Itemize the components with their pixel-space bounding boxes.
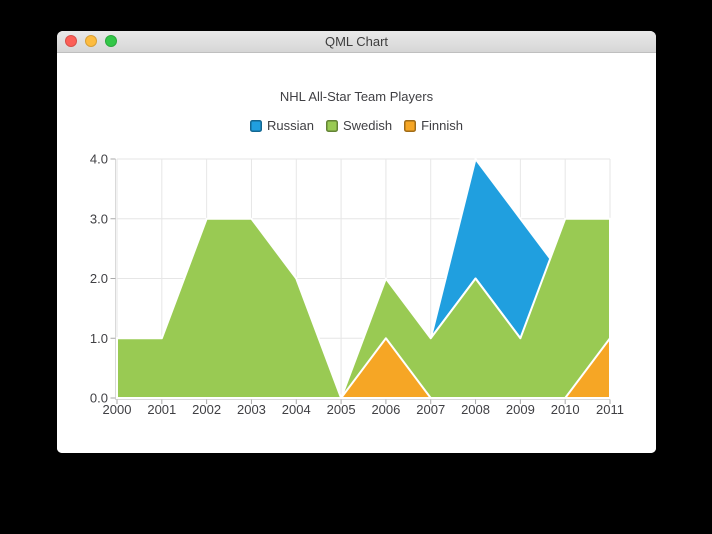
y-tick-label: 0.0 xyxy=(90,391,108,406)
chart-plot-area: 2000 2001 2002 2003 2004 2005 2006 2007 2008 2009… xyxy=(90,152,624,418)
zoom-button[interactable] xyxy=(105,35,117,47)
x-tick-label: 2002 xyxy=(192,402,221,417)
legend-label: Russian xyxy=(266,118,314,133)
legend-item-finnish: Finnish xyxy=(404,118,463,133)
x-tick-label: 2004 xyxy=(282,402,311,417)
x-tick-label: 2001 xyxy=(147,402,176,417)
x-tick-label: 2011 xyxy=(596,402,624,417)
x-tick-label: 2008 xyxy=(461,402,490,417)
x-tick-label: 2010 xyxy=(551,402,580,417)
x-tick-label: 2000 xyxy=(103,402,132,417)
y-tick-label: 1.0 xyxy=(90,331,108,346)
legend-item-russian: Russian xyxy=(249,118,314,133)
chart-legend: Russian Swedish Finnish xyxy=(57,118,656,133)
swedish-series-marker-icon xyxy=(325,119,338,132)
app-window: QML Chart 2000 2001 2002 2003 2004 2005 2006 20… xyxy=(57,31,656,453)
close-button[interactable] xyxy=(65,35,77,47)
russian-series-marker-icon xyxy=(249,119,262,132)
x-tick-label: 2007 xyxy=(416,402,445,417)
chart-view: 2000 2001 2002 2003 2004 2005 2006 2007 2008 2009… xyxy=(57,53,656,453)
chart-title: NHL All-Star Team Players xyxy=(279,89,434,104)
x-tick-label: 2005 xyxy=(327,402,356,417)
x-tick-label: 2003 xyxy=(237,402,266,417)
x-tick-label: 2006 xyxy=(371,402,400,417)
y-tick-label: 2.0 xyxy=(90,271,108,286)
area-series-finnish xyxy=(116,337,611,399)
legend-label: Swedish xyxy=(342,118,393,133)
y-tick-label: 4.0 xyxy=(90,152,108,167)
finnish-series-marker-icon xyxy=(404,119,417,132)
minimize-button[interactable] xyxy=(85,35,97,47)
window-title: QML Chart xyxy=(324,34,389,49)
x-tick-label: 2009 xyxy=(506,402,535,417)
window-controls xyxy=(65,35,117,47)
legend-item-swedish: Swedish xyxy=(325,118,393,133)
window-titlebar[interactable]: QML Chart xyxy=(57,31,656,53)
y-tick-label: 3.0 xyxy=(90,211,108,226)
legend-label: Finnish xyxy=(421,118,464,133)
